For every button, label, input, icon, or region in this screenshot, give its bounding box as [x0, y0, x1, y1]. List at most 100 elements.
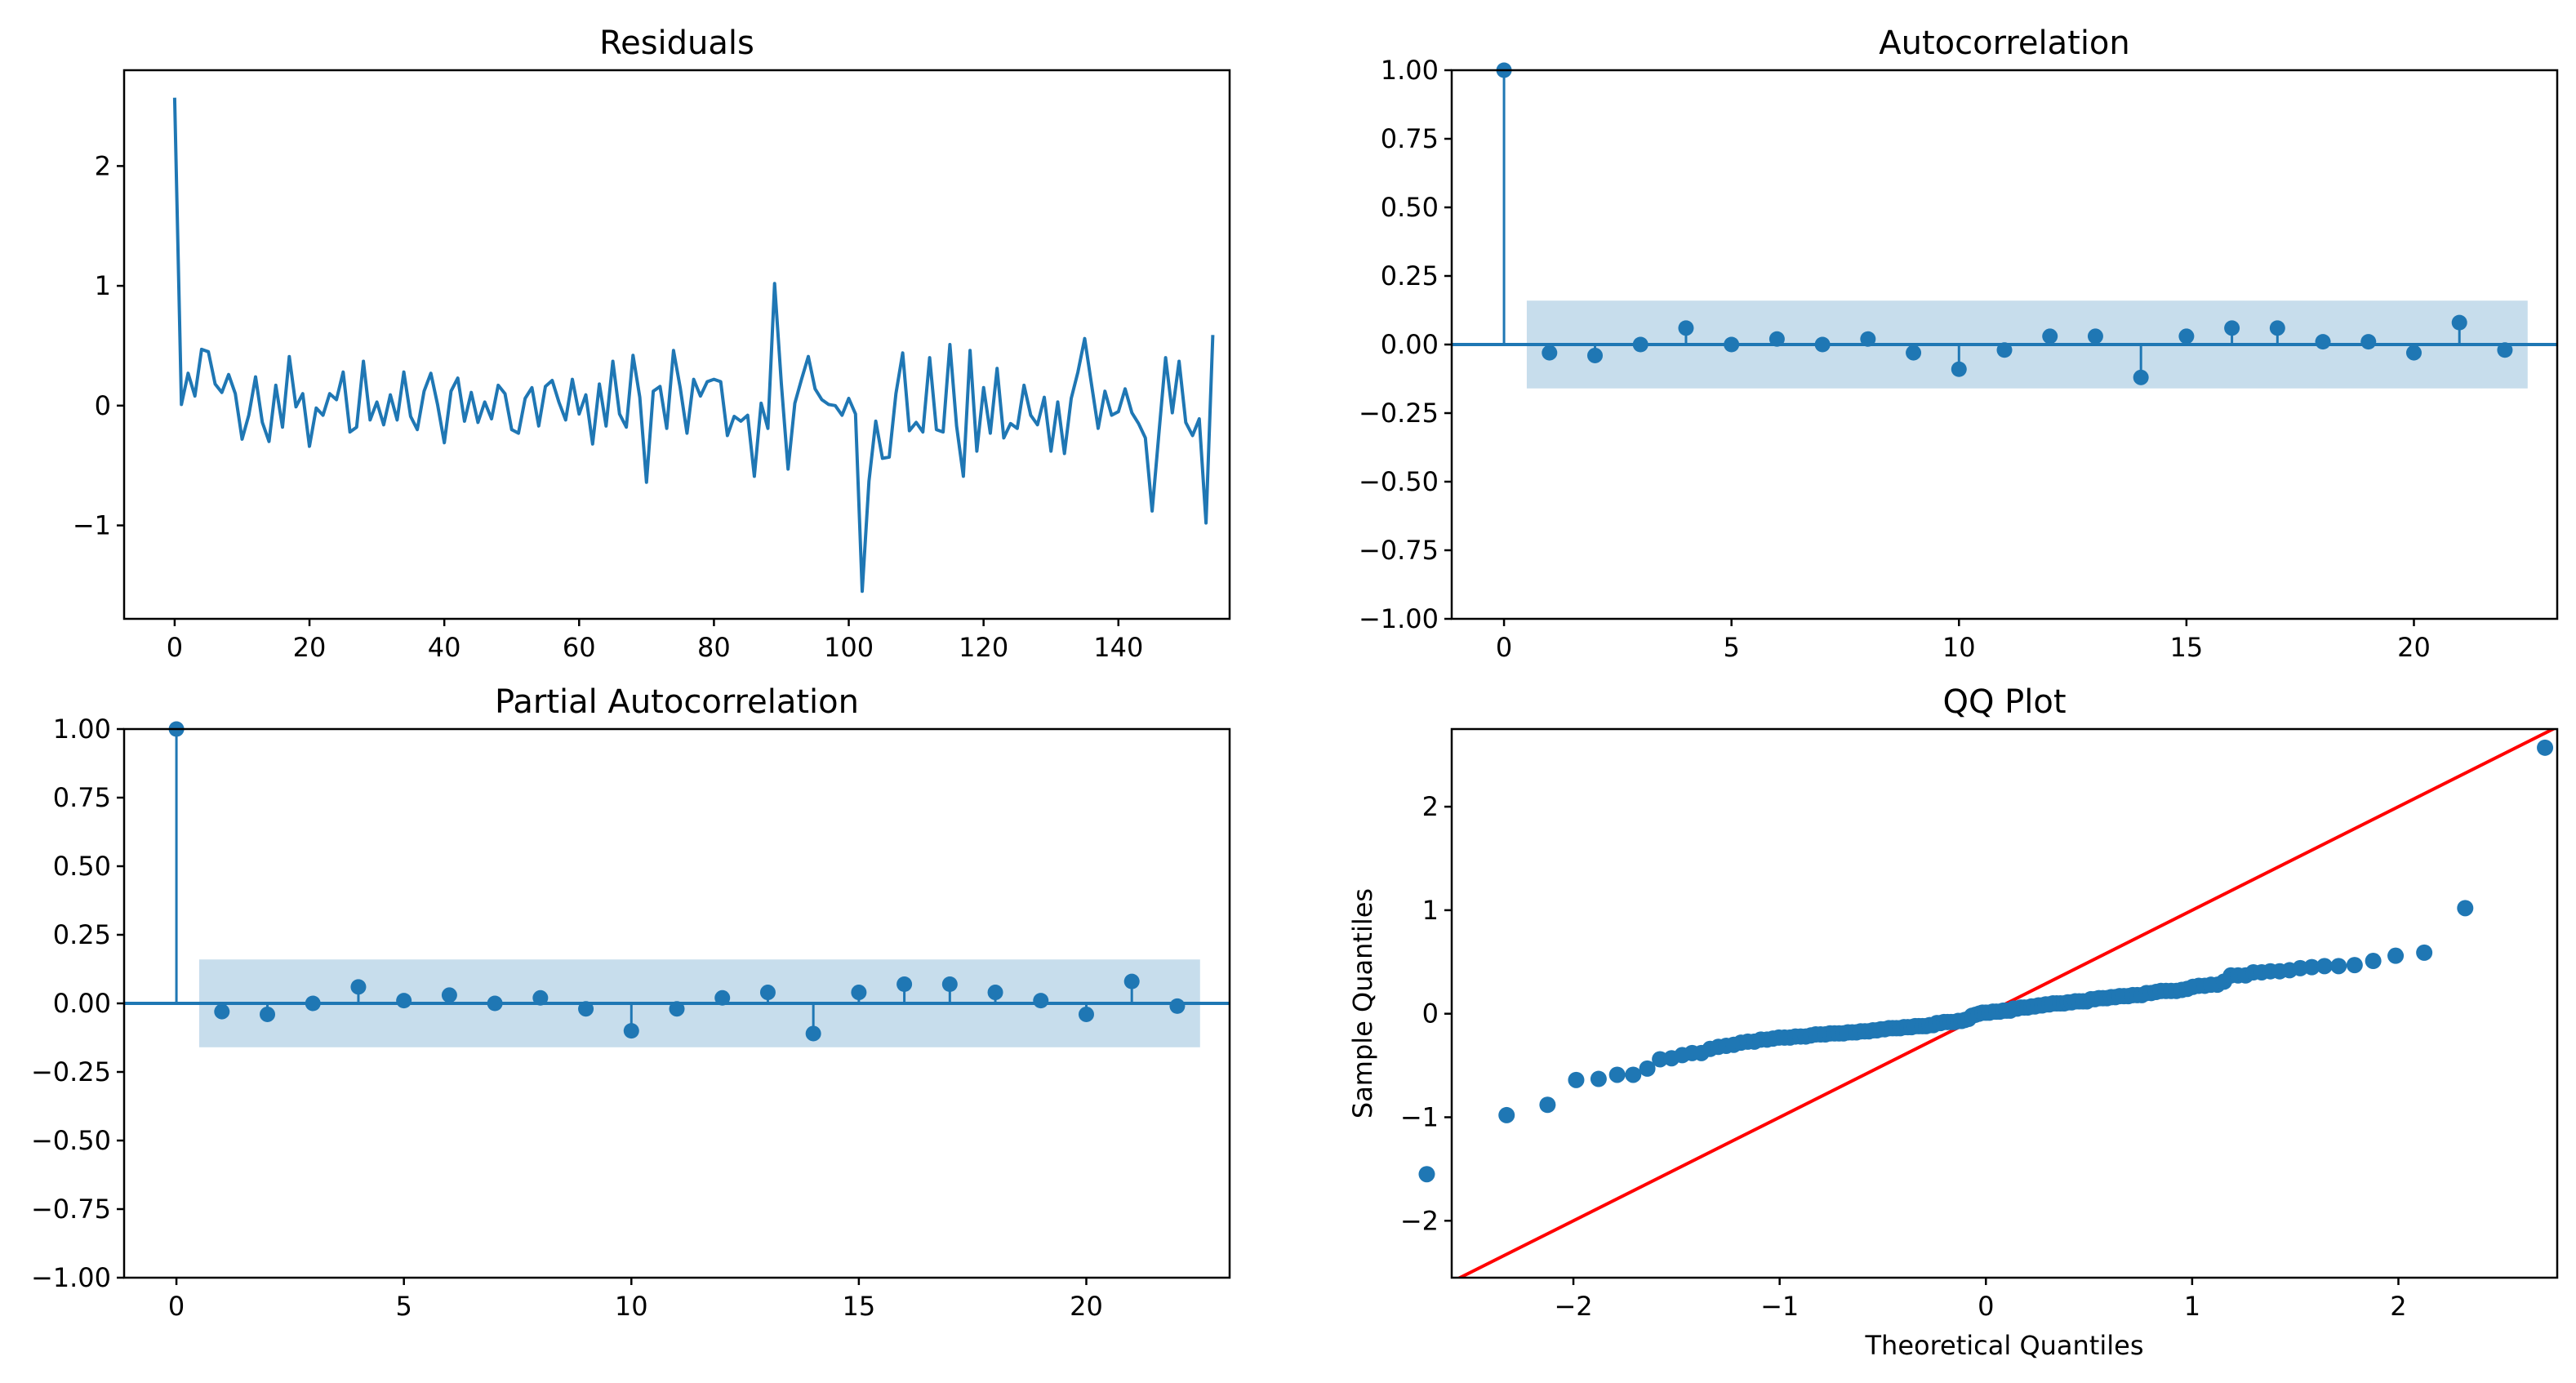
qq-point	[2457, 900, 2474, 917]
acf-stem-marker	[2315, 334, 2331, 350]
pacf-stem-marker	[305, 995, 321, 1012]
qq-y-tick-label: 0	[1422, 998, 1439, 1029]
partial-autocorrelation-panel: Partial Autocorrelation 0 5 10 15 20 −1.00 −0.…	[31, 683, 1231, 1322]
qq-point	[2387, 947, 2405, 964]
pacf-stem-marker	[896, 976, 913, 992]
qq-point	[1568, 1071, 1585, 1088]
qq-point	[1418, 1166, 1435, 1183]
residuals-x-tick-label: 0	[167, 632, 183, 663]
qq-y-tick-label: 2	[1422, 791, 1439, 822]
acf-y-tick-label: −0.75	[1359, 535, 1439, 566]
qq-x-tick-label: 1	[2184, 1291, 2200, 1322]
acf-stem-marker	[2360, 334, 2377, 350]
residuals-axes-frame	[122, 69, 1231, 620]
pacf-x-tick-label: 10	[615, 1291, 648, 1322]
residuals-y-tick-label: 0	[95, 390, 111, 421]
pacf-stem-marker	[669, 1001, 685, 1017]
acf-stem-marker	[1587, 347, 1604, 363]
qq-x-tick-label: −2	[1554, 1291, 1592, 1322]
acf-stem-marker	[2133, 369, 2149, 385]
qq-x-tick-label: 2	[2390, 1291, 2406, 1322]
acf-stem-marker	[1724, 336, 1740, 353]
qq-point	[2416, 944, 2433, 961]
acf-y-tick-label: −1.00	[1359, 603, 1439, 634]
acf-stem-marker	[1678, 320, 1694, 336]
qq-axes-frame	[1450, 727, 2559, 1279]
acf-x-tick-label: 0	[1496, 632, 1512, 663]
residuals-x-tick-label: 40	[428, 632, 461, 663]
qq-x-tick-label: −1	[1760, 1291, 1799, 1322]
qq-point	[2303, 958, 2320, 976]
residuals-panel: Residuals 0 20 40 60 80 100 120 140 −1 0 1 2	[73, 24, 1231, 663]
acf-stem-marker	[1814, 336, 1831, 353]
pacf-y-tick-label: 1.00	[53, 714, 111, 745]
acf-stem-marker	[2087, 328, 2103, 345]
qq-point	[1639, 1060, 1656, 1077]
acf-x-tick-label: 5	[1723, 632, 1739, 663]
residuals-x-tick-label: 80	[697, 632, 731, 663]
pacf-y-tick-label: 0.00	[53, 988, 111, 1019]
pacf-y-tick-label: 0.75	[53, 782, 111, 813]
acf-stem-marker	[2269, 320, 2285, 336]
acf-x-tick-label: 10	[1942, 632, 1976, 663]
pacf-stem-marker	[441, 987, 457, 1003]
qq-y-tick-label: −2	[1400, 1205, 1439, 1236]
acf-stem-marker	[1860, 331, 1876, 347]
pacf-stem-marker	[1169, 998, 1186, 1014]
acf-x-tick-label: 20	[2397, 632, 2431, 663]
residuals-series-line	[172, 97, 1215, 594]
qq-point	[1625, 1066, 1642, 1083]
acf-stem-marker	[1906, 345, 1922, 361]
pacf-stem-marker	[487, 995, 503, 1012]
acf-x-tick-label: 15	[2170, 632, 2204, 663]
qq-point	[1608, 1066, 1626, 1083]
pacf-stem-marker	[851, 985, 867, 1001]
acf-stem-marker	[2497, 342, 2513, 358]
pacf-y-tick-label: 0.50	[53, 851, 111, 882]
qq-plot-title: QQ Plot	[1942, 683, 2066, 721]
pacf-stem-marker	[759, 985, 776, 1001]
pacf-x-tick-label: 5	[395, 1291, 412, 1322]
acf-y-tick-label: 0.50	[1381, 192, 1439, 223]
pacf-y-tick-label: −0.75	[31, 1194, 111, 1225]
pacf-y-tick-label: 0.25	[53, 919, 111, 950]
qq-point	[1539, 1096, 1556, 1114]
qq-point	[2346, 957, 2363, 974]
qq-point	[1498, 1106, 1515, 1123]
qq-point	[2330, 958, 2347, 975]
qq-plot-panel: QQ Plot Theoretical Quantiles Sample Qua…	[1347, 683, 2559, 1361]
acf-y-tick-label: 0.25	[1381, 260, 1439, 291]
pacf-stem-marker	[214, 1003, 230, 1020]
residuals-x-tick-label: 60	[563, 632, 596, 663]
acf-stem-marker	[1996, 342, 2013, 358]
acf-stem-marker	[2405, 345, 2422, 361]
pacf-stem-marker	[260, 1006, 276, 1022]
residuals-x-tick-label: 120	[959, 632, 1008, 663]
acf-stem-marker	[1951, 361, 1967, 377]
qq-point	[2365, 953, 2382, 970]
acf-y-tick-label: −0.25	[1359, 398, 1439, 429]
acf-stem-marker	[2042, 328, 2058, 345]
pacf-stem-marker	[1078, 1006, 1094, 1022]
partial-autocorrelation-title: Partial Autocorrelation	[495, 683, 859, 721]
pacf-stem-marker	[623, 1023, 639, 1039]
residuals-x-tick-label: 20	[293, 632, 327, 663]
pacf-stem-marker	[578, 1001, 594, 1017]
residuals-y-tick-label: 2	[95, 150, 111, 181]
pacf-stem-marker	[941, 976, 958, 992]
pacf-stem-marker	[1033, 993, 1049, 1009]
pacf-y-tick-label: −1.00	[31, 1262, 111, 1293]
pacf-stem-marker	[714, 989, 731, 1006]
pacf-stem-marker	[350, 979, 367, 995]
pacf-stem-marker	[532, 989, 549, 1006]
acf-y-tick-label: −0.50	[1359, 466, 1439, 497]
pacf-y-tick-label: −0.25	[31, 1056, 111, 1087]
acf-stem-marker	[2178, 328, 2195, 345]
pacf-y-tick-label: −0.50	[31, 1125, 111, 1156]
qq-y-tick-label: −1	[1400, 1101, 1439, 1132]
qq-y-tick-label: 1	[1422, 895, 1439, 926]
pacf-stem-marker	[1123, 973, 1140, 989]
acf-stem-marker	[1632, 336, 1648, 353]
residuals-title: Residuals	[599, 24, 754, 62]
